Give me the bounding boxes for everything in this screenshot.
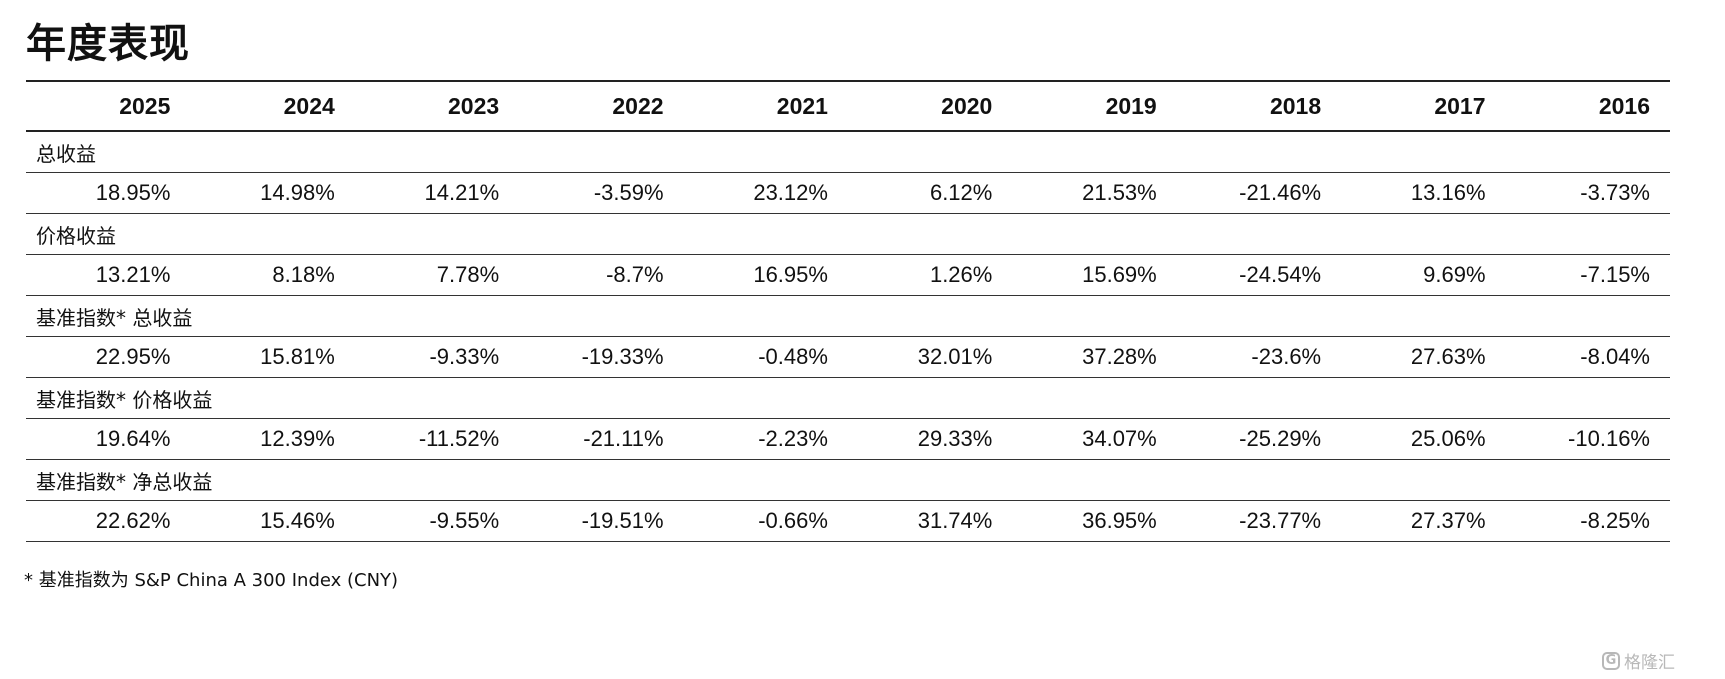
year-header: 2016	[1505, 80, 1670, 132]
value-cell: -11.52%	[354, 418, 520, 460]
value-cell: 13.16%	[1341, 172, 1506, 214]
value-row: 22.95% 15.81% -9.33% -19.33% -0.48% 32.0…	[26, 336, 1670, 378]
value-cell: 8.18%	[190, 254, 355, 296]
value-cell: 15.69%	[1012, 254, 1177, 296]
value-cell: -24.54%	[1176, 254, 1342, 296]
value-cell: 16.95%	[683, 254, 848, 296]
value-cell: 1.26%	[847, 254, 1013, 296]
value-cell: 36.95%	[1012, 500, 1177, 542]
value-cell: 23.12%	[683, 172, 848, 214]
value-cell: 32.01%	[847, 336, 1013, 378]
value-cell: -19.33%	[519, 336, 684, 378]
value-cell: -23.77%	[1176, 500, 1342, 542]
year-header: 2017	[1341, 80, 1506, 132]
value-cell: 13.21%	[26, 254, 191, 296]
value-cell: -21.46%	[1176, 172, 1342, 214]
value-cell: 27.37%	[1341, 500, 1506, 542]
value-cell: 25.06%	[1341, 418, 1506, 460]
value-cell: 22.95%	[26, 336, 191, 378]
year-header: 2023	[354, 80, 520, 132]
value-cell: -3.73%	[1505, 172, 1670, 214]
value-cell: 21.53%	[1012, 172, 1177, 214]
year-header: 2022	[519, 80, 684, 132]
value-cell: -8.25%	[1505, 500, 1670, 542]
value-cell: 31.74%	[847, 500, 1013, 542]
value-cell: -19.51%	[519, 500, 684, 542]
value-cell: -0.66%	[683, 500, 848, 542]
value-cell: 12.39%	[190, 418, 355, 460]
watermark-logo-icon: G	[1602, 651, 1620, 670]
year-header-row: 2025 2024 2023 2022 2021 2020 2019 2018 …	[26, 80, 1670, 132]
value-row: 18.95% 14.98% 14.21% -3.59% 23.12% 6.12%…	[26, 172, 1670, 214]
watermark: G 格隆汇	[1602, 648, 1675, 673]
value-row: 13.21% 8.18% 7.78% -8.7% 16.95% 1.26% 15…	[26, 254, 1670, 296]
value-cell: 18.95%	[26, 172, 191, 214]
year-header: 2021	[683, 80, 848, 132]
value-cell: 27.63%	[1341, 336, 1506, 378]
value-cell: 14.21%	[354, 172, 520, 214]
value-cell: 7.78%	[354, 254, 520, 296]
annual-performance-table: 2025 2024 2023 2022 2021 2020 2019 2018 …	[26, 80, 1670, 542]
value-cell: 19.64%	[26, 418, 191, 460]
year-header: 2020	[847, 80, 1013, 132]
value-cell: -2.23%	[683, 418, 848, 460]
year-header: 2019	[1012, 80, 1177, 132]
section-label-row: 基准指数* 净总收益	[26, 459, 1670, 501]
section-label: 价格收益	[26, 213, 1670, 255]
footnote: * 基准指数为 S&P China A 300 Index (CNY)	[24, 570, 399, 591]
value-cell: 6.12%	[847, 172, 1013, 214]
value-cell: 22.62%	[26, 500, 191, 542]
value-cell: 29.33%	[847, 418, 1013, 460]
value-cell: -7.15%	[1505, 254, 1670, 296]
section-label-row: 总收益	[26, 131, 1670, 173]
value-cell: -25.29%	[1176, 418, 1342, 460]
section-label: 基准指数* 价格收益	[26, 377, 1670, 419]
year-header: 2018	[1176, 80, 1342, 132]
value-cell: -21.11%	[519, 418, 684, 460]
value-cell: -23.6%	[1176, 336, 1342, 378]
value-row: 19.64% 12.39% -11.52% -21.11% -2.23% 29.…	[26, 418, 1670, 460]
year-header: 2025	[26, 80, 191, 132]
value-cell: -8.7%	[519, 254, 684, 296]
value-cell: 9.69%	[1341, 254, 1506, 296]
value-cell: 34.07%	[1012, 418, 1177, 460]
value-cell: -3.59%	[519, 172, 684, 214]
year-header: 2024	[190, 80, 355, 132]
value-cell: 37.28%	[1012, 336, 1177, 378]
value-cell: 14.98%	[190, 172, 355, 214]
section-label-row: 价格收益	[26, 213, 1670, 255]
section-label-row: 基准指数* 价格收益	[26, 377, 1670, 419]
value-cell: 15.46%	[190, 500, 355, 542]
value-row: 22.62% 15.46% -9.55% -19.51% -0.66% 31.7…	[26, 500, 1670, 542]
value-cell: -10.16%	[1505, 418, 1670, 460]
value-cell: -8.04%	[1505, 336, 1670, 378]
section-label: 总收益	[26, 131, 1670, 173]
value-cell: 15.81%	[190, 336, 355, 378]
value-cell: -9.55%	[354, 500, 520, 542]
value-cell: -0.48%	[683, 336, 848, 378]
section-label-row: 基准指数* 总收益	[26, 295, 1670, 337]
value-cell: -9.33%	[354, 336, 520, 378]
section-label: 基准指数* 净总收益	[26, 459, 1670, 501]
section-label: 基准指数* 总收益	[26, 295, 1670, 337]
watermark-text: 格隆汇	[1624, 653, 1675, 673]
page-title: 年度表现	[26, 21, 190, 67]
